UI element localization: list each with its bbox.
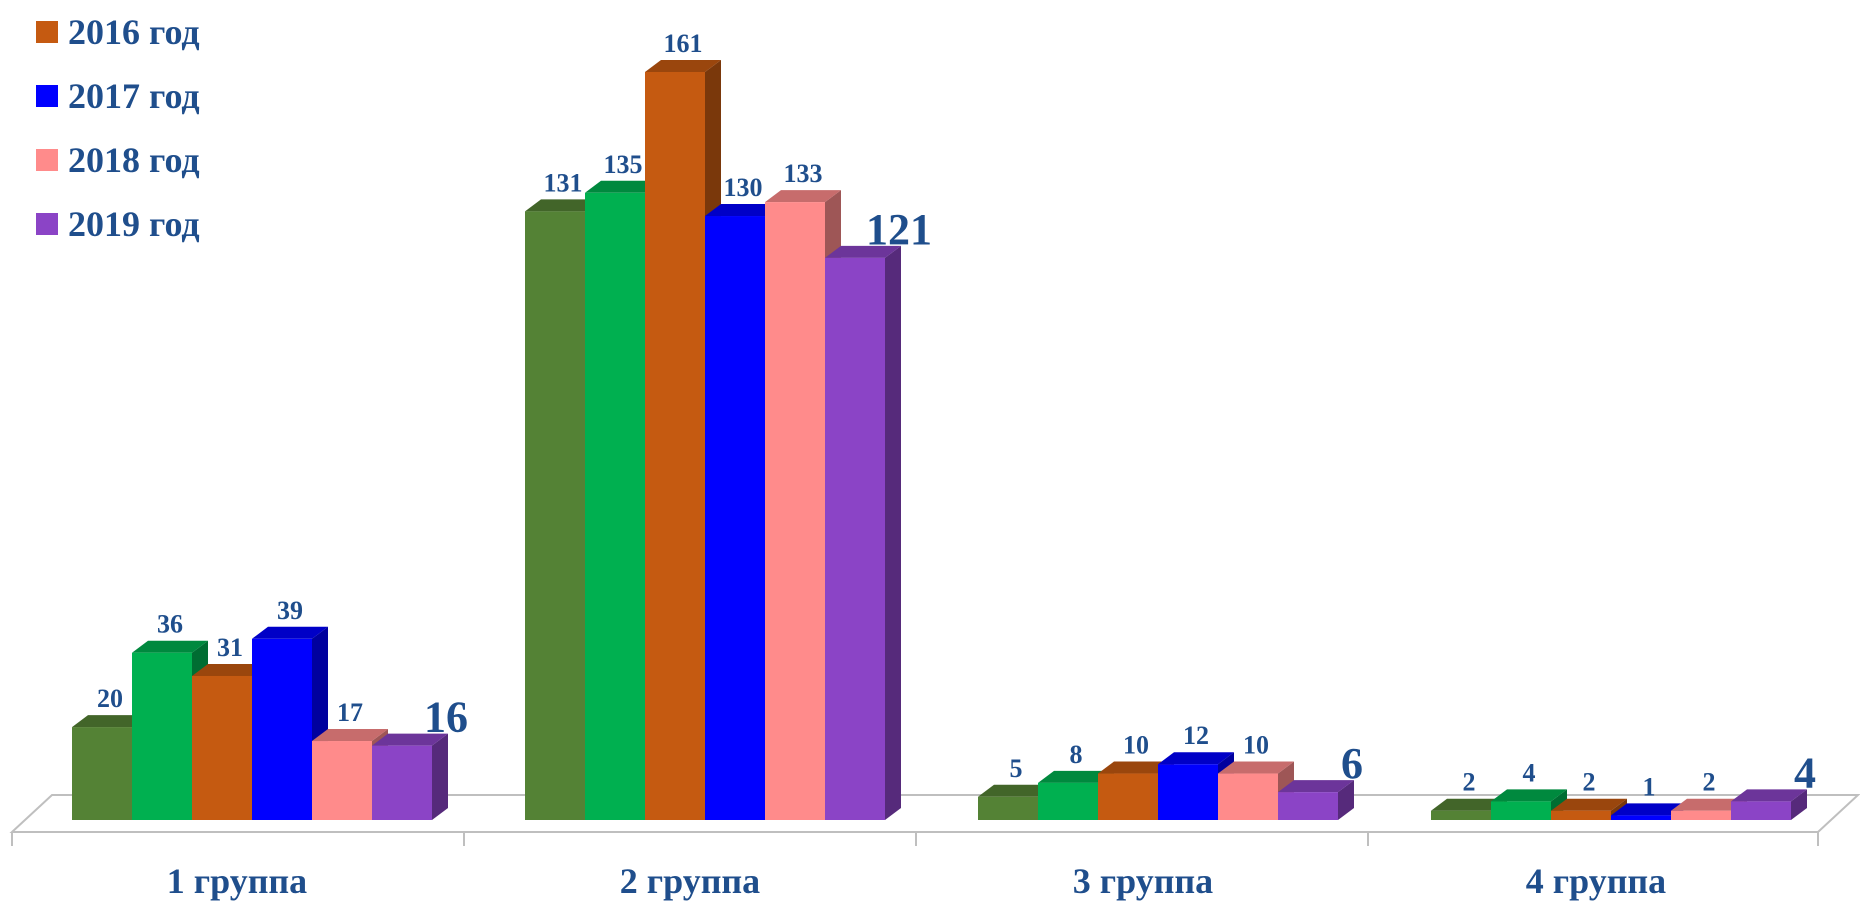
legend-item-2017: 2017 год: [36, 64, 200, 128]
legend-item-2018: 2018 год: [36, 128, 200, 192]
bar-top: [1278, 780, 1354, 793]
data-label: 121: [866, 205, 932, 254]
bar-top: [1611, 803, 1687, 816]
bar-top: [1731, 789, 1807, 802]
bar: [1551, 810, 1611, 820]
bar: [585, 192, 645, 820]
legend-label: 2018 год: [68, 140, 200, 180]
bar-top: [312, 729, 388, 742]
bar: [1611, 815, 1671, 820]
bar-top: [1671, 798, 1747, 811]
bar-top: [765, 190, 841, 203]
data-label: 20: [97, 684, 123, 713]
legend: 2016 год 2017 год 2018 год 2019 год: [36, 0, 200, 256]
data-label: 135: [604, 150, 643, 179]
data-label: 8: [1070, 740, 1083, 769]
bars-group: [72, 60, 1807, 821]
data-label: 12: [1183, 721, 1209, 750]
bar: [1038, 782, 1098, 820]
data-label: 17: [337, 698, 363, 727]
legend-label: 2016 год: [68, 12, 200, 52]
bar: [1218, 773, 1278, 820]
data-label: 5: [1010, 754, 1023, 783]
bar-top: [585, 180, 661, 193]
bar-side: [1338, 780, 1354, 820]
bar: [1158, 764, 1218, 820]
bar: [72, 727, 132, 820]
bar-top: [72, 715, 148, 728]
bar: [525, 211, 585, 820]
bar: [1671, 810, 1731, 820]
bar-side: [1791, 789, 1807, 820]
category-label: 3 группа: [1073, 861, 1213, 901]
bar-side: [432, 733, 448, 820]
data-label: 130: [724, 173, 763, 202]
bar: [1431, 810, 1491, 820]
data-label: 39: [277, 596, 303, 625]
bar: [1491, 801, 1551, 820]
bar: [132, 652, 192, 820]
data-label: 161: [664, 29, 703, 58]
legend-item-2016: 2016 год: [36, 0, 200, 64]
bar: [645, 72, 705, 820]
data-label: 131: [544, 168, 583, 197]
bar-top: [978, 784, 1054, 797]
bar: [252, 638, 312, 820]
bar-top: [132, 640, 208, 653]
legend-swatch: [36, 85, 58, 107]
legend-swatch: [36, 149, 58, 171]
data-label: 133: [784, 159, 823, 188]
bar: [192, 675, 252, 820]
legend-label: 2019 год: [68, 204, 200, 244]
chart-floor: [9, 794, 1860, 846]
bar-top: [1491, 789, 1567, 802]
data-label: 16: [424, 693, 468, 742]
bar: [372, 745, 432, 820]
bar-top: [1551, 798, 1627, 811]
bar: [978, 796, 1038, 820]
bar-top: [1158, 752, 1234, 765]
data-label: 31: [217, 633, 243, 662]
category-label: 4 группа: [1526, 861, 1666, 901]
bar: [705, 216, 765, 820]
bar-top: [525, 199, 601, 212]
bar-top: [1038, 770, 1114, 783]
data-label: 10: [1243, 731, 1269, 760]
category-label: 2 группа: [620, 861, 760, 901]
data-label: 4: [1794, 748, 1816, 797]
data-label: 2: [1463, 768, 1476, 797]
bar-top: [372, 733, 448, 746]
bar-top: [825, 245, 901, 258]
bar: [1278, 792, 1338, 820]
bar-top: [705, 204, 781, 217]
bar-top: [252, 626, 328, 639]
data-label: 36: [157, 610, 183, 639]
legend-item-2019: 2019 год: [36, 192, 200, 256]
data-label: 2: [1583, 768, 1596, 797]
category-label: 1 группа: [167, 861, 307, 901]
bar: [825, 257, 885, 820]
legend-label: 2017 год: [68, 76, 200, 116]
data-label: 1: [1643, 772, 1656, 801]
bar: [765, 202, 825, 820]
category-labels: 1 группа 2 группа 3 группа 4 группа: [167, 861, 1666, 901]
bar: [1731, 801, 1791, 820]
data-label: 10: [1123, 731, 1149, 760]
bar-side: [885, 245, 901, 821]
bar: [312, 741, 372, 820]
legend-swatch: [36, 21, 58, 43]
bar-top: [1098, 761, 1174, 774]
data-label: 4: [1523, 758, 1536, 787]
bar-top: [645, 60, 721, 72]
data-label: 2: [1703, 768, 1716, 797]
bar: [1098, 773, 1158, 820]
legend-swatch: [36, 213, 58, 235]
data-label: 6: [1341, 739, 1363, 788]
bar-top: [1218, 761, 1294, 774]
bar-top: [192, 663, 268, 676]
bar-top: [1431, 798, 1507, 811]
